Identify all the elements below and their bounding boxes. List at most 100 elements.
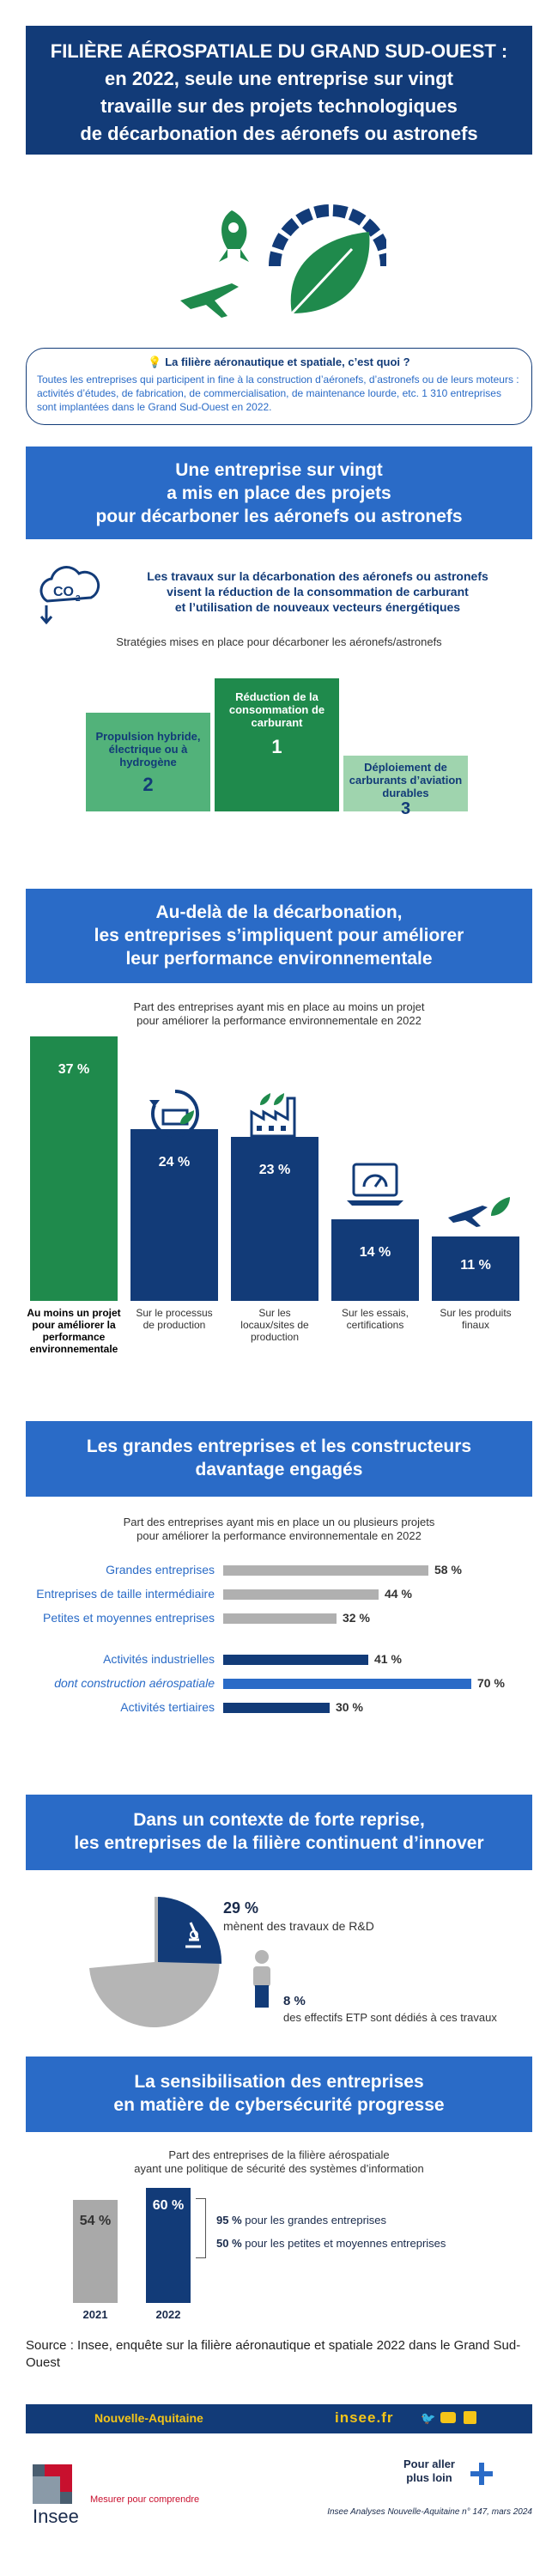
lightbulb-icon: 💡 xyxy=(148,355,162,368)
section5-banner: La sensibilisation des entreprises en ma… xyxy=(26,2057,532,2132)
factory-icon xyxy=(250,1093,296,1138)
main-title-line2: en 2022, seule une entreprise sur vingt xyxy=(105,68,453,89)
env-bar-value-0: 37 % xyxy=(58,1062,90,1077)
cyber-bracket xyxy=(196,2198,206,2258)
podium-rank-2: 2 xyxy=(143,774,154,795)
plane-leaf-icon xyxy=(448,1197,510,1227)
etp-text: des effectifs ETP sont dédiés à ces trav… xyxy=(283,2011,497,2024)
more-info-label: Pour aller plus loin xyxy=(403,2458,455,2484)
section1-subtitle: Stratégies mises en place pour décarbone… xyxy=(116,635,442,648)
insee-wordmark: Insee xyxy=(33,2506,79,2527)
podium-step-3: Déploiement de carburants d’aviation dur… xyxy=(343,756,468,818)
leaf-icon xyxy=(290,232,370,315)
size-bar-chart: Grandes entreprises 58 % Entreprises de … xyxy=(0,1563,558,1735)
size-row-value-5: 30 % xyxy=(336,1700,363,1714)
env-bar-label-1: Sur le processus de production xyxy=(136,1307,213,1331)
main-title-line4: de décarbonation des aéronefs ou astrone… xyxy=(80,123,478,144)
recycle-factory-icon xyxy=(149,1090,199,1138)
person-icon xyxy=(253,1950,270,2008)
section1-banner-line2: a mis en place des projets xyxy=(167,483,391,503)
section1-banner: Une entreprise sur vingt a mis en place … xyxy=(26,447,532,539)
plus-icon[interactable] xyxy=(470,2463,493,2485)
section3-banner-line1: Les grandes entreprises et les construct… xyxy=(86,1437,472,1456)
env-bar-1: 24 % xyxy=(130,1129,218,1301)
cyber-year-2022: 2022 xyxy=(155,2308,181,2321)
env-bar-chart: 37 % 24 % 23 % 14 % 11 % Au moins un pro… xyxy=(26,1030,532,1357)
size-row-bar-0 xyxy=(223,1565,428,1576)
section5-banner-line1: La sensibilisation des entreprises xyxy=(134,2072,424,2092)
linkedin-icon[interactable] xyxy=(464,2411,476,2424)
laptop-gauge-icon xyxy=(347,1163,403,1206)
section4-banner-line1: Dans un contexte de forte reprise, xyxy=(133,1810,425,1830)
section2-banner: Au-delà de la décarbonation, les entrepr… xyxy=(26,889,532,983)
env-bar-value-2: 23 % xyxy=(258,1163,291,1177)
size-row-value-2: 32 % xyxy=(343,1611,370,1625)
main-title-line3: travaille sur des projets technologiques xyxy=(100,95,458,117)
cyber-value-2021: 54 % xyxy=(79,2214,112,2228)
rd-pie-chart xyxy=(89,1897,222,2027)
size-row-bar-1 xyxy=(223,1589,379,1600)
env-bar-3: 14 % xyxy=(331,1219,419,1301)
gauge-icon xyxy=(269,204,386,267)
etp-pct: 8 % xyxy=(283,1994,306,2008)
size-row-label-5: Activités tertiaires xyxy=(120,1700,215,1714)
youtube-icon[interactable] xyxy=(440,2412,456,2423)
podium-label-2: Propulsion hybride, électrique ou à hydr… xyxy=(95,730,201,769)
insee-logo xyxy=(33,2464,72,2504)
insee-tagline: Mesurer pour comprendre xyxy=(90,2494,200,2505)
size-row-bar-5 xyxy=(223,1703,330,1713)
section4-banner: Dans un contexte de forte reprise, les e… xyxy=(26,1795,532,1870)
section3-subtitle: Part des entreprises ayant mis en place … xyxy=(123,1516,435,1542)
cyber-detail-1: 95 % pour les grandes entreprises xyxy=(216,2214,387,2227)
size-row-label-3: Activités industrielles xyxy=(103,1652,215,1666)
footer-region: Nouvelle-Aquitaine xyxy=(94,2411,203,2425)
microscope-icon xyxy=(185,1922,201,1948)
env-bar-label-0: Au moins un projet pour améliorer la per… xyxy=(27,1307,121,1355)
twitter-icon[interactable]: 🐦 xyxy=(421,2411,436,2425)
env-bar-2: 23 % xyxy=(231,1137,318,1301)
env-bar-value-1: 24 % xyxy=(158,1155,191,1170)
section2-banner-line1: Au-delà de la décarbonation, xyxy=(155,902,403,922)
section2-banner-line3: leur performance environnementale xyxy=(125,949,433,969)
main-title-banner: FILIÈRE AÉROSPATIALE DU GRAND SUD-OUEST … xyxy=(26,26,532,155)
section3-banner: Les grandes entreprises et les construct… xyxy=(26,1421,532,1497)
size-row-value-1: 44 % xyxy=(385,1587,412,1601)
size-row-label-0: Grandes entreprises xyxy=(106,1563,215,1577)
section2-subtitle: Part des entreprises ayant mis en place … xyxy=(133,1000,425,1027)
size-row-label-1: Entreprises de taille intermédiaire xyxy=(36,1587,215,1601)
section1-banner-line3: pour décarboner les aéronefs ou astronef… xyxy=(95,507,463,526)
podium-rank-3: 3 xyxy=(400,799,411,818)
env-bar-label-2: Sur les locaux/sites de production xyxy=(240,1307,309,1343)
intro-text: Toutes les entreprises qui participent i… xyxy=(37,374,519,413)
env-bar-label-4: Sur les produits finaux xyxy=(440,1307,512,1331)
cyber-value-2022: 60 % xyxy=(152,2198,185,2213)
size-row-bar-3 xyxy=(223,1655,368,1665)
rd-pct: 29 % xyxy=(223,1899,259,1917)
env-bar-0: 37 % xyxy=(30,1036,118,1301)
rd-text: mènent des travaux de R&D xyxy=(223,1919,374,1933)
footer-site-link[interactable]: insee.fr xyxy=(335,2409,394,2426)
section5-subtitle: Part des entreprises de la filière aéros… xyxy=(134,2148,424,2175)
section5-banner-line2: en matière de cybersécurité progresse xyxy=(113,2095,445,2115)
co2-label: CO xyxy=(53,585,74,599)
cyber-detail-2: 50 % pour les petites et moyennes entrep… xyxy=(216,2237,446,2250)
co2-cloud-icon: CO 2 xyxy=(39,566,100,625)
podium-step-2: Propulsion hybride, électrique ou à hydr… xyxy=(86,713,210,811)
size-row-value-0: 58 % xyxy=(434,1563,462,1577)
section4-banner-line2: les entreprises de la filière continuent… xyxy=(74,1833,484,1853)
podium-label-3: Déploiement de carburants d’aviation dur… xyxy=(349,761,463,799)
intro-box: 💡 La filière aéronautique et spatiale, c… xyxy=(26,348,532,425)
cyber-bar-2022: 60 % xyxy=(146,2188,191,2303)
main-title-line1: FILIÈRE AÉROSPATIALE DU GRAND SUD-OUEST … xyxy=(50,40,508,62)
cyber-bar-2021: 54 % xyxy=(73,2200,118,2303)
size-row-label-4: dont construction aérospatiale xyxy=(54,1676,215,1690)
section2-banner-line2: les entreprises s’impliquent pour amélio… xyxy=(94,926,464,945)
podium-rank-1: 1 xyxy=(271,736,282,757)
aerospace-illustration xyxy=(180,204,386,318)
size-row-value-3: 41 % xyxy=(374,1652,402,1666)
size-row-bar-2 xyxy=(223,1613,337,1624)
size-row-bar-4 xyxy=(223,1679,471,1689)
rocket-icon xyxy=(219,210,249,262)
env-bar-value-4: 11 % xyxy=(460,1258,491,1273)
source-note: Source : Insee, enquête sur la filière a… xyxy=(26,2338,521,2370)
